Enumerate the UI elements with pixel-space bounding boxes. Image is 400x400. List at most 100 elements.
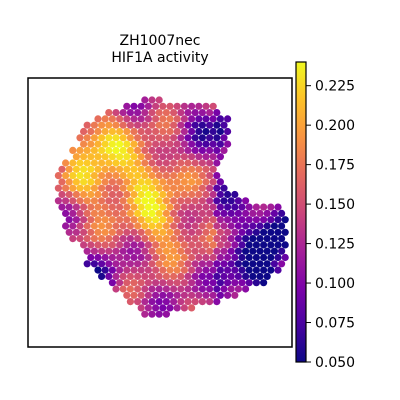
spot (123, 241, 131, 249)
spot (148, 298, 156, 306)
spot (220, 260, 228, 268)
spot (166, 102, 174, 110)
spot (123, 279, 131, 287)
spot (148, 272, 156, 280)
spot (152, 266, 160, 274)
spot (58, 203, 66, 211)
spot (126, 285, 134, 293)
spot (274, 241, 282, 249)
spot (159, 165, 167, 173)
spot (188, 140, 196, 148)
spot (173, 203, 181, 211)
spot (90, 260, 98, 268)
spot (188, 266, 196, 274)
spot (123, 203, 131, 211)
spot (98, 146, 106, 154)
spot (184, 197, 192, 205)
spot (274, 203, 282, 211)
spot (123, 102, 131, 110)
spot (141, 247, 149, 255)
spot (112, 109, 120, 117)
spot (206, 134, 214, 142)
spot (94, 127, 102, 136)
spot (126, 146, 134, 154)
spot (173, 241, 181, 249)
spot (188, 228, 196, 236)
spot (94, 253, 102, 262)
spot (224, 203, 232, 211)
spot (213, 172, 221, 180)
spot (213, 184, 221, 192)
spot (177, 121, 185, 129)
spot (188, 216, 196, 224)
spot (170, 121, 178, 129)
spot (152, 115, 160, 123)
spot (116, 241, 124, 249)
spot (252, 253, 260, 262)
spot (101, 203, 109, 211)
spot (83, 197, 91, 205)
spot (98, 272, 106, 280)
spot (134, 109, 142, 117)
spot (98, 222, 106, 230)
spot (134, 298, 142, 306)
spot (76, 146, 84, 154)
spot (108, 266, 116, 274)
spot (216, 279, 224, 287)
spot (58, 190, 66, 199)
spot (267, 216, 275, 224)
spot (209, 253, 217, 262)
spot (112, 285, 120, 293)
spot (213, 272, 221, 280)
spot (123, 228, 131, 236)
spot (180, 127, 188, 136)
spot (270, 209, 278, 217)
spot (184, 121, 192, 129)
spot (249, 247, 257, 255)
spot (80, 241, 88, 249)
spot (123, 190, 131, 199)
spot (80, 127, 88, 136)
spot (202, 178, 210, 186)
spot (162, 184, 170, 192)
spot (198, 235, 206, 243)
spot (137, 178, 145, 186)
spot (234, 235, 242, 243)
spot (69, 146, 77, 154)
spot (152, 216, 160, 224)
spot (98, 197, 106, 205)
spot (173, 178, 181, 186)
spot (173, 304, 181, 312)
spot (206, 247, 214, 255)
spot (213, 197, 221, 205)
spot (137, 266, 145, 274)
spot (105, 222, 113, 230)
spot (249, 209, 257, 217)
spot (108, 228, 116, 236)
spot (263, 209, 271, 217)
spot (148, 260, 156, 268)
spot (173, 140, 181, 148)
spot (119, 134, 127, 142)
spot (227, 285, 235, 293)
spot (220, 184, 228, 192)
spot (126, 197, 134, 205)
spot (83, 146, 91, 154)
spot (213, 222, 221, 230)
spot (148, 209, 156, 217)
spot (155, 222, 163, 230)
spot (159, 140, 167, 148)
spot (98, 260, 106, 268)
spot (141, 96, 149, 104)
spot (80, 140, 88, 148)
spot (159, 279, 167, 287)
spot (278, 247, 286, 255)
spot (155, 247, 163, 255)
spot (141, 109, 149, 117)
spot (126, 172, 134, 180)
spot (242, 285, 250, 293)
spot (105, 272, 113, 280)
spot (159, 241, 167, 249)
spot (94, 228, 102, 236)
spot (166, 165, 174, 173)
